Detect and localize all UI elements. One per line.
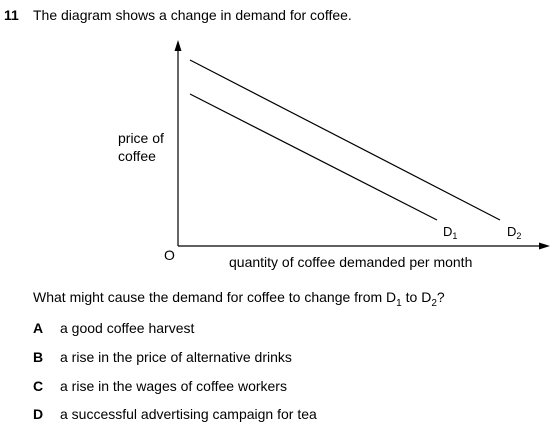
demand-curve-d2 <box>189 59 501 221</box>
option-text: a rise in the price of alternative drink… <box>60 349 292 365</box>
d1-label: D1 <box>443 224 457 241</box>
y-axis-arrow <box>174 40 182 51</box>
option-text: a rise in the wages of coffee workers <box>60 378 287 394</box>
option-letter: B <box>33 349 44 365</box>
question-number: 11 <box>4 7 19 23</box>
option-letter: D <box>33 406 44 422</box>
option-text: a good coffee harvest <box>60 320 195 336</box>
option-text: a successful advertising campaign for te… <box>60 406 317 422</box>
question-text: The diagram shows a change in demand for… <box>33 7 352 23</box>
demand-diagram: price of coffee O quantity of coffee dem… <box>118 40 550 270</box>
option-letter: A <box>33 320 44 336</box>
option-letter: C <box>33 378 44 394</box>
x-axis-label: quantity of coffee demanded per month <box>229 254 472 270</box>
demand-curve-d1 <box>189 93 438 221</box>
d2-label: D2 <box>507 224 521 241</box>
origin-label: O <box>164 247 175 263</box>
y-axis-label-line2: coffee <box>118 148 156 164</box>
y-axis-label-line1: price of <box>118 130 164 146</box>
x-axis-arrow <box>539 242 550 250</box>
question-prompt: What might cause the demand for coffee t… <box>33 289 445 309</box>
